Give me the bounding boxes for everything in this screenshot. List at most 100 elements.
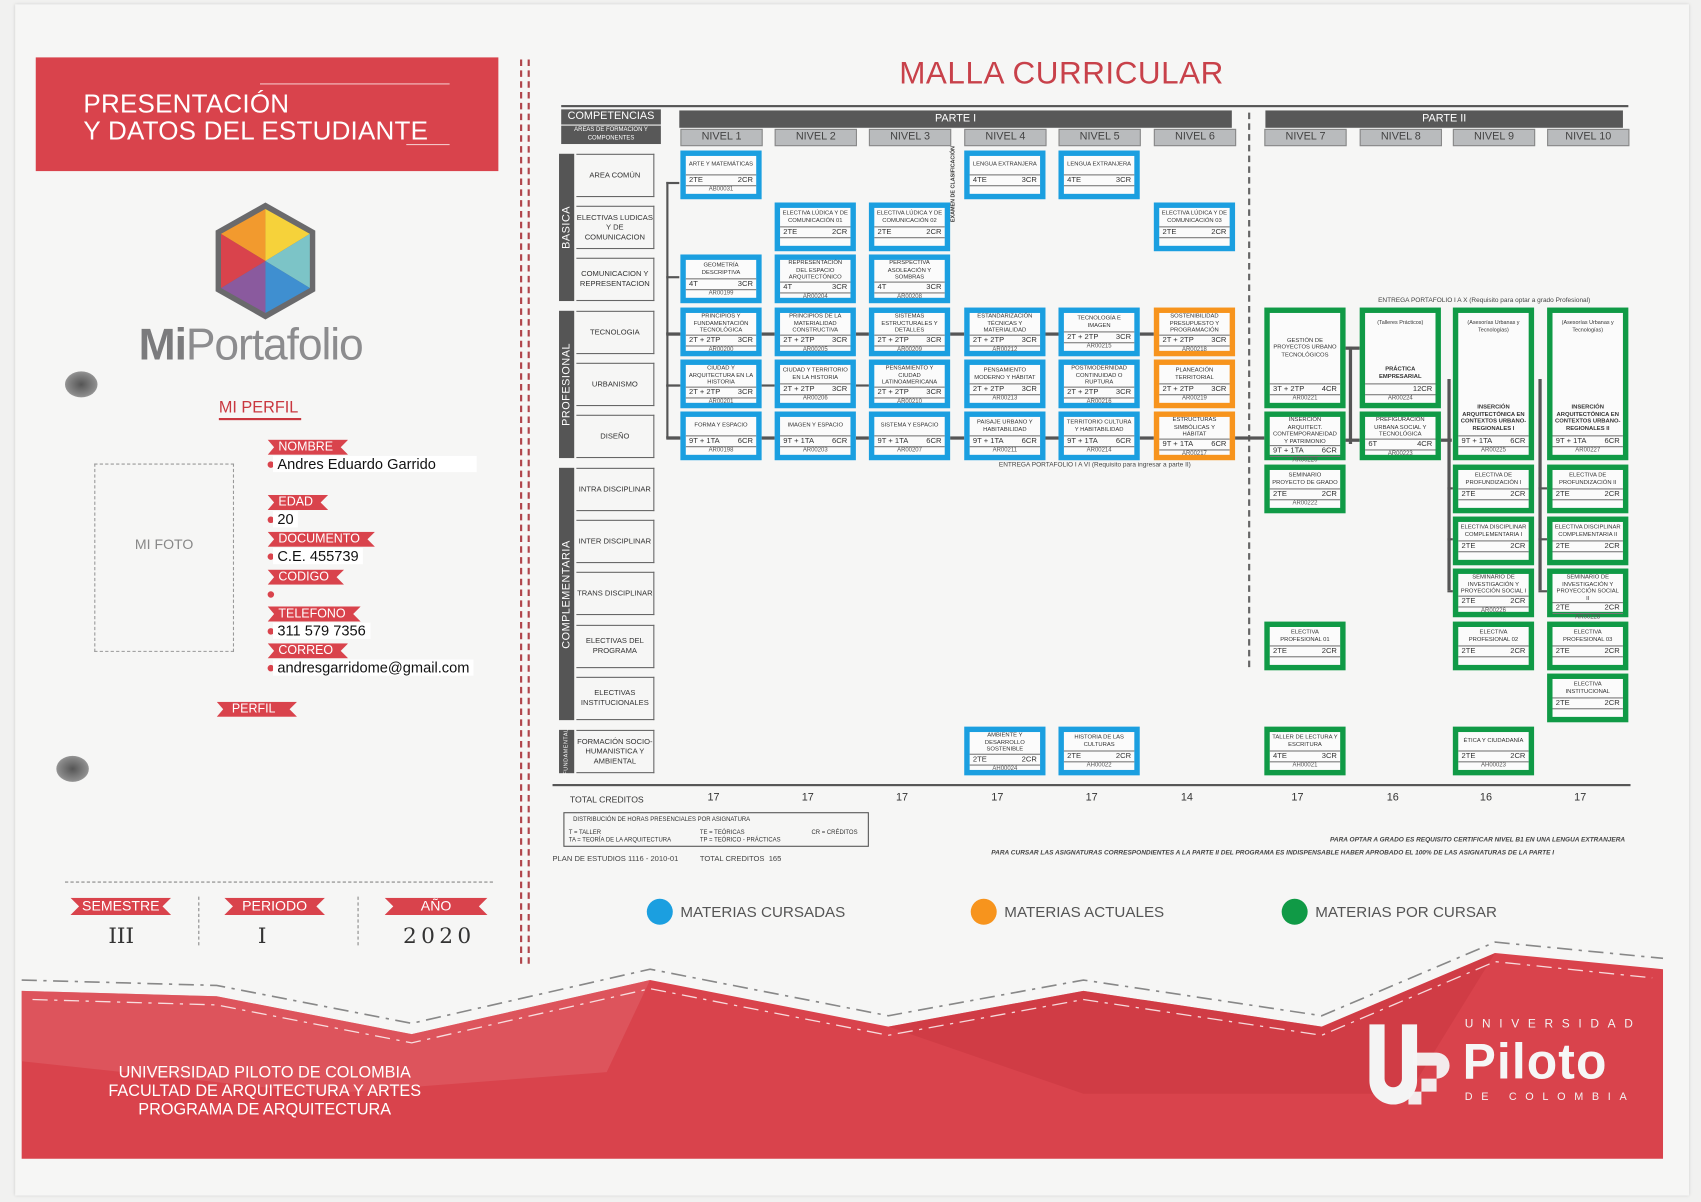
edad-value[interactable]: 20 bbox=[273, 511, 298, 528]
course-hours: 9T + 1TA bbox=[689, 437, 720, 446]
plan-total: TOTAL CREDITOS 165 bbox=[699, 855, 782, 864]
legend-dot-icon bbox=[1281, 898, 1308, 925]
course-box[interactable]: Electiva de Profundización II 2TE 2CR bbox=[1547, 464, 1629, 514]
area-row-label: AREA COMÚN bbox=[576, 153, 655, 198]
course-box[interactable]: Electiva de Profundización I 2TE 2CR bbox=[1452, 464, 1535, 514]
course-box[interactable]: Electiva Profesional 02 2TE 2CR bbox=[1452, 621, 1535, 671]
course-name-area: Seminario de Investigación y Proyección … bbox=[1553, 574, 1623, 602]
course-box[interactable]: Electiva Profesional 03 2TE 2CR bbox=[1547, 621, 1629, 671]
course-box[interactable]: Electiva Lúdica y de Comunicación 03 2TE 2… bbox=[1153, 202, 1236, 252]
course-box[interactable]: Inserción Arquitect. Contemporaneidad y … bbox=[1264, 411, 1346, 463]
course-box[interactable]: Perspectiva Asoleación y Sombras 4T 3CR AR0… bbox=[868, 254, 951, 304]
course-credits: 6CR bbox=[926, 437, 942, 446]
documento-value[interactable]: C.E. 455739 bbox=[273, 547, 364, 565]
course-credits: 2CR bbox=[1321, 647, 1337, 656]
course-credits: 2CR bbox=[1510, 542, 1526, 551]
course-name: Electiva Lúdica y de Comunicación 02 bbox=[876, 210, 943, 224]
course-box[interactable]: Pensamiento y Ciudad Latinoamericana 2T +… bbox=[868, 359, 951, 409]
course-box[interactable]: Sistema y Espacio 9T + 1TA 6CR AR00207 bbox=[868, 411, 951, 461]
course-box[interactable]: Imagen y Espacio 9T + 1TA 6CR AR00203 bbox=[774, 411, 856, 461]
course-box[interactable]: Ética y Ciudadanía 2TE 2CR AH00023 bbox=[1452, 726, 1535, 776]
course-box[interactable]: Sostenibilidad Presupuesto y Programació… bbox=[1153, 307, 1236, 357]
course-box[interactable]: (Talleres Prácticos) Práctica Empresarial… bbox=[1359, 307, 1441, 409]
course-hours: 2T + 2TP bbox=[1162, 385, 1194, 394]
course-hours: 2TE bbox=[1272, 647, 1287, 656]
course-hours: 2TE bbox=[1461, 542, 1476, 551]
course-hours: 2TE bbox=[1555, 490, 1570, 499]
title-rule bbox=[561, 105, 1629, 108]
course-hours: 3T + 2TP bbox=[1272, 385, 1305, 394]
course-box[interactable]: Paisaje Urbano y Habitabilidad 9T + 1TA 6C… bbox=[964, 411, 1046, 461]
course-box[interactable]: Principios de la Materialidad Constructi… bbox=[774, 307, 856, 357]
course-box[interactable]: Lengua Extranjera 4TE 3CR bbox=[964, 150, 1046, 200]
course-hours-credits: 2TE 2CR bbox=[1552, 697, 1623, 710]
course-box[interactable]: Taller de Lectura y Escritura 4TE 3CR AH000… bbox=[1264, 726, 1346, 776]
course-hours: 2T + 2TP bbox=[689, 336, 721, 344]
course-hours-credits: 4TE 3CR bbox=[1063, 174, 1135, 187]
course-code: AH00024 bbox=[992, 765, 1018, 772]
course-name-area: Ambiente y Desarrollo Sostenible bbox=[970, 732, 1040, 753]
course-box[interactable]: Sistemas Estructurales y Detalles 2T + 2T… bbox=[868, 307, 951, 357]
photo-placeholder[interactable]: MI FOTO bbox=[94, 463, 235, 652]
course-name: Perspectiva Asoleación y Sombras bbox=[887, 259, 932, 281]
course-box[interactable]: Planeación Territorial 2T + 2TP 3CR AR00219 bbox=[1153, 359, 1236, 409]
course-box[interactable]: Ciudad y Arquitectura en la Historia 2T +… bbox=[680, 359, 762, 409]
course-box[interactable]: Seminario Proyecto de Grado 2TE 2CR AR00222 bbox=[1264, 464, 1346, 514]
edad-label: EDAD bbox=[268, 495, 329, 510]
course-box[interactable]: Ambiente y Desarrollo Sostenible 2TE 2CR AH… bbox=[964, 726, 1046, 776]
course-code: AR00198 bbox=[708, 447, 734, 454]
course-code: AR00220 bbox=[1292, 456, 1318, 464]
course-box[interactable]: Historia de las Culturas 2TE 2CR AH00022 bbox=[1058, 726, 1140, 776]
course-name: Principios y Fundamentación Tecnológica bbox=[693, 312, 749, 334]
course-box[interactable]: Electiva Disciplinar Complementaria I 2TE… bbox=[1452, 516, 1535, 566]
course-box[interactable]: Electiva Institucional 2TE 2CR bbox=[1547, 673, 1629, 723]
course-box[interactable]: Principios y Fundamentación Tecnológica 2… bbox=[680, 307, 762, 357]
course-name: Ciudad y Arquitectura en la Historia bbox=[688, 364, 754, 386]
course-name: Electiva Profesional 02 bbox=[1468, 629, 1519, 643]
course-hours: 4TE bbox=[972, 176, 987, 185]
course-code bbox=[1064, 186, 1134, 194]
course-box[interactable]: Tecnología e Imagen 2T + 2TP 3CR AR00215 bbox=[1058, 307, 1140, 357]
course-hours-credits: 2T + 2TP 3CR bbox=[969, 383, 1041, 396]
course-box[interactable]: Postmodernidad Continuidad o Ruptura 2T +… bbox=[1058, 359, 1140, 409]
course-box[interactable]: Gestión de Proyectos Urbano Tecnológicos… bbox=[1264, 307, 1346, 409]
course-box[interactable]: (Asesorías Urbanas y Tecnologías) Inserci… bbox=[1452, 307, 1535, 461]
course-box[interactable]: Representación del Espacio Arquitectónic… bbox=[774, 254, 856, 304]
course-box[interactable]: Geometría Descriptiva 4T 3CR AR00199 bbox=[680, 254, 762, 304]
course-code bbox=[1553, 657, 1623, 665]
connector-line bbox=[1447, 487, 1457, 490]
course-box[interactable]: Lengua Extranjera 4TE 3CR bbox=[1058, 150, 1140, 200]
course-box[interactable]: Estandarización Técnicas y Materialidad 2… bbox=[964, 307, 1046, 357]
level-header-10: NIVEL 10 bbox=[1547, 128, 1630, 147]
course-box[interactable]: Seminario de Investigación y Proyección … bbox=[1452, 568, 1535, 618]
connector-line bbox=[1447, 379, 1451, 591]
course-box[interactable]: Electiva Disciplinar Complementaria II 2T… bbox=[1547, 516, 1629, 566]
portfolio-cube-logo-icon bbox=[215, 202, 316, 320]
course-hours: 4TE bbox=[1272, 752, 1287, 761]
nombre-value[interactable]: Andres Eduardo Garrido bbox=[273, 455, 477, 473]
course-box[interactable]: (Asesorías Urbanas y Tecnologías) Inserci… bbox=[1547, 307, 1629, 461]
course-box[interactable]: Forma y Espacio 9T + 1TA 6CR AR00198 bbox=[680, 411, 762, 461]
course-box[interactable]: Arte y Matemáticas 2TE 2CR AB00031 bbox=[680, 150, 762, 200]
course-box[interactable]: Pensamiento Moderno y Hábitat 2T + 2TP 3CR… bbox=[964, 359, 1046, 409]
course-credits: 2CR bbox=[1115, 752, 1132, 761]
course-name: Lengua Extranjera bbox=[972, 161, 1037, 169]
course-box[interactable]: Ciudad y Territorio en la Historia 2T + 2… bbox=[774, 359, 856, 409]
course-credits: 2CR bbox=[737, 176, 753, 185]
course-box[interactable]: Electiva Profesional 01 2TE 2CR bbox=[1264, 621, 1346, 671]
course-box[interactable]: Seminario de Investigación y Proyección … bbox=[1547, 568, 1629, 621]
correo-value[interactable]: andresgarridome@gmail.com bbox=[273, 659, 474, 676]
course-credits: 6CR bbox=[1321, 447, 1337, 455]
course-hours-credits: 9T + 1TA 6CR bbox=[1063, 435, 1135, 448]
course-box[interactable]: Territorio Cultura y Habitabilidad 9T + 1… bbox=[1058, 411, 1140, 461]
course-box[interactable]: Electiva Lúdica y de Comunicación 01 2TE 2… bbox=[774, 202, 856, 252]
course-box[interactable]: Electiva Lúdica y de Comunicación 02 2TE 2… bbox=[868, 202, 951, 252]
course-name: Planeación Territorial bbox=[1175, 367, 1214, 381]
course-box[interactable]: Prefiguración Urbana Social y Tecnológic… bbox=[1359, 411, 1441, 461]
area-row-label: DISEÑO bbox=[576, 414, 655, 459]
course-credits: 2CR bbox=[1604, 647, 1620, 656]
course-box[interactable]: Estructuras Simbólicas y Hábitat 9T + 1TA… bbox=[1153, 411, 1236, 461]
course-hours-credits: 9T + 1TA 6CR bbox=[685, 435, 757, 448]
correo-label: CORREO bbox=[268, 643, 349, 658]
telefono-value[interactable]: 311 579 7356 bbox=[273, 622, 371, 639]
